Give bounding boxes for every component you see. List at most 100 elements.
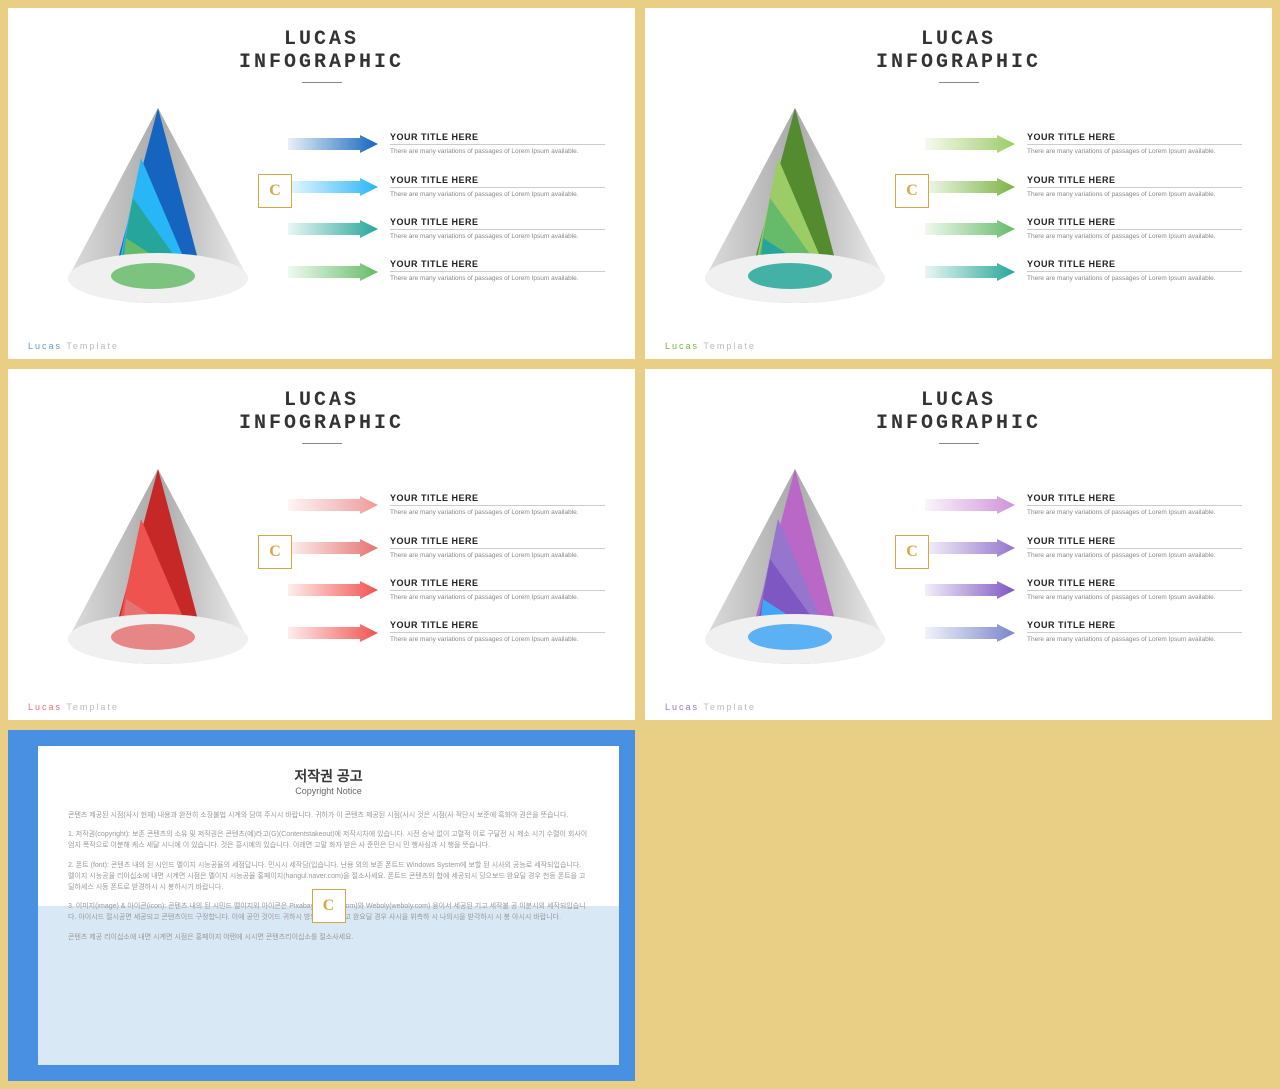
item-text: YOUR TITLE HERE There are many variations…	[390, 132, 605, 156]
badge-letter: C	[269, 543, 281, 561]
item-title: YOUR TITLE HERE	[390, 175, 605, 188]
arrow-icon	[925, 135, 1015, 153]
item-text: YOUR TITLE HERE There are many variations…	[1027, 578, 1242, 602]
cone-graphic	[675, 459, 915, 679]
item-title: YOUR TITLE HERE	[1027, 620, 1242, 633]
item-desc: There are many variations of passages of…	[390, 636, 605, 644]
copyright-title: 저작권 공고	[68, 766, 589, 786]
slide-title-line1: LUCAS	[675, 389, 1242, 412]
item-desc: There are many variations of passages of…	[1027, 148, 1242, 156]
item-title: YOUR TITLE HERE	[390, 536, 605, 549]
title-underline	[302, 82, 342, 83]
list-item: YOUR TITLE HERE There are many variations…	[925, 217, 1242, 241]
slide-content: C YOUR TITLE HEREThere are many variatio…	[675, 98, 1242, 318]
arrow-icon	[925, 220, 1015, 238]
items-list: C YOUR TITLE HEREThere are many variatio…	[925, 132, 1242, 284]
item-text: YOUR TITLE HERE There are many variations…	[1027, 259, 1242, 283]
item-title: YOUR TITLE HERE	[1027, 217, 1242, 230]
badge-letter: C	[269, 182, 281, 200]
arrow-icon	[288, 581, 378, 599]
arrow-icon	[288, 624, 378, 642]
item-text: YOUR TITLE HERE There are many variations…	[390, 620, 605, 644]
item-text: YOUR TITLE HEREThere are many variations…	[390, 217, 605, 241]
item-desc: There are many variations of passages of…	[1027, 636, 1242, 644]
badge-icon: C	[895, 535, 929, 569]
slide-title-line1: LUCAS	[38, 389, 605, 412]
list-item: YOUR TITLE HERE There are many variations…	[925, 578, 1242, 602]
item-desc: There are many variations of passages of…	[390, 509, 605, 517]
list-item: YOUR TITLE HEREThere are many variations…	[288, 217, 605, 241]
item-desc: There are many variations of passages of…	[390, 275, 605, 283]
badge-icon: C	[258, 174, 292, 208]
slide-footer: Lucas Template	[665, 702, 756, 712]
item-desc: There are many variations of passages of…	[390, 594, 605, 602]
item-title: YOUR TITLE HERE	[1027, 132, 1242, 145]
empty-cell	[645, 730, 1272, 1081]
slide-content: C YOUR TITLE HERE There are many variatio…	[38, 98, 605, 318]
item-desc: There are many variations of passages of…	[1027, 233, 1242, 241]
item-desc: There are many variations of passages of…	[390, 552, 605, 560]
slide-title-line1: LUCAS	[38, 28, 605, 51]
items-list: C YOUR TITLE HEREThere are many variatio…	[288, 493, 605, 645]
list-item: YOUR TITLE HEREThere are many variations…	[288, 493, 605, 517]
items-list: C YOUR TITLE HEREThere are many variatio…	[925, 493, 1242, 645]
item-title: YOUR TITLE HERE	[1027, 536, 1242, 549]
item-text: YOUR TITLE HERE There are many variations…	[1027, 620, 1242, 644]
badge-letter: C	[906, 543, 918, 561]
copyright-para: 콘텐츠 제공된 시점(사시 현재) 내용과 완전히 소장불법 시계와 담여 주시…	[68, 810, 589, 821]
copyright-subtitle: Copyright Notice	[68, 786, 589, 796]
arrow-icon	[925, 496, 1015, 514]
item-desc: There are many variations of passages of…	[1027, 191, 1242, 199]
footer-accent: Lucas	[665, 341, 699, 351]
slide-header: LUCAS INFOGRAPHIC	[675, 28, 1242, 83]
items-list: C YOUR TITLE HEREThere are many variatio…	[288, 132, 605, 284]
item-title: YOUR TITLE HERE	[1027, 578, 1242, 591]
slide-footer: Lucas Template	[665, 341, 756, 351]
list-item: YOUR TITLE HERE There are many variations…	[925, 259, 1242, 283]
item-title: YOUR TITLE HERE	[1027, 259, 1242, 272]
slide-title-line2: INFOGRAPHIC	[675, 412, 1242, 435]
list-item: YOUR TITLE HEREThere are many variations…	[288, 175, 605, 199]
slide-2: LUCAS INFOGRAPHIC C	[645, 8, 1272, 359]
footer-accent: Lucas	[28, 702, 62, 712]
item-text: YOUR TITLE HERE There are many variations…	[1027, 175, 1242, 199]
item-desc: There are many variations of passages of…	[1027, 594, 1242, 602]
item-title: YOUR TITLE HERE	[390, 132, 605, 145]
slide-content: C YOUR TITLE HERE There are many variatio…	[675, 459, 1242, 679]
footer-rest: Template	[62, 341, 119, 351]
item-text: YOUR TITLE HEREThere are many variations…	[390, 175, 605, 199]
footer-rest: Template	[62, 702, 119, 712]
arrow-icon	[925, 178, 1015, 196]
arrow-icon	[288, 496, 378, 514]
slide-title-line2: INFOGRAPHIC	[38, 412, 605, 435]
copyright-sidebar	[8, 730, 38, 1081]
list-item: YOUR TITLE HERE There are many variations…	[288, 536, 605, 560]
item-desc: There are many variations of passages of…	[1027, 275, 1242, 283]
slide-3: LUCAS INFOGRAPHIC C	[8, 369, 635, 720]
item-text: YOUR TITLE HEREThere are many variations…	[390, 493, 605, 517]
arrow-icon	[288, 178, 378, 196]
item-text: YOUR TITLE HEREThere are many variations…	[1027, 493, 1242, 517]
item-title: YOUR TITLE HERE	[1027, 175, 1242, 188]
slide-header: LUCAS INFOGRAPHIC	[675, 389, 1242, 444]
item-text: YOUR TITLE HERE There are many variations…	[1027, 132, 1242, 156]
item-title: YOUR TITLE HERE	[390, 620, 605, 633]
item-desc: There are many variations of passages of…	[1027, 509, 1242, 517]
slide-title-line1: LUCAS	[675, 28, 1242, 51]
list-item: YOUR TITLE HERE There are many variations…	[925, 132, 1242, 156]
slide-title-line2: INFOGRAPHIC	[38, 51, 605, 74]
arrow-icon	[288, 220, 378, 238]
slide-header: LUCAS INFOGRAPHIC	[38, 28, 605, 83]
item-text: YOUR TITLE HERE There are many variations…	[1027, 217, 1242, 241]
item-text: YOUR TITLE HEREThere are many variations…	[390, 578, 605, 602]
slide-header: LUCAS INFOGRAPHIC	[38, 389, 605, 444]
cone-graphic	[38, 459, 278, 679]
cone-graphic	[38, 98, 278, 318]
badge-icon: C	[258, 535, 292, 569]
item-desc: There are many variations of passages of…	[390, 148, 605, 156]
item-text: YOUR TITLE HEREThere are many variations…	[390, 259, 605, 283]
arrow-icon	[925, 624, 1015, 642]
slide-1: LUCAS INFOGRAPHIC	[8, 8, 635, 359]
footer-rest: Template	[699, 702, 756, 712]
slide-title-line2: INFOGRAPHIC	[675, 51, 1242, 74]
